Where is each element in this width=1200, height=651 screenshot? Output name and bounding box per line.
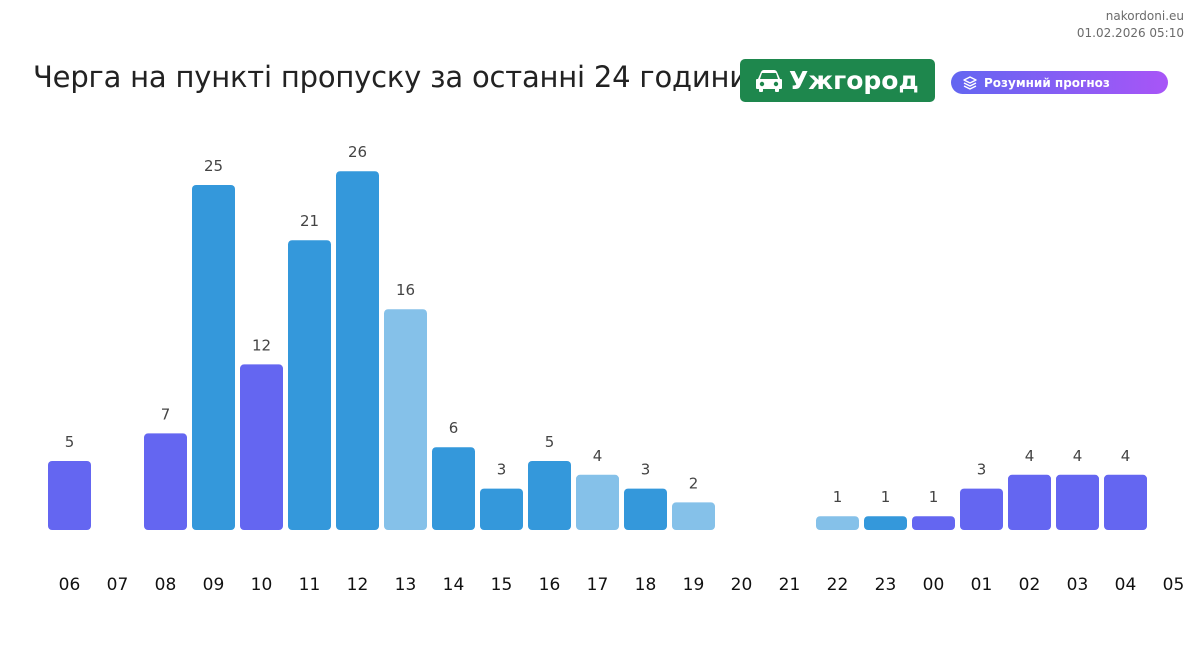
x-tick-label-01: 01 (971, 575, 993, 595)
city-name: Ужгород (789, 66, 919, 95)
bar-16 (528, 461, 571, 530)
x-tick-label-12: 12 (347, 575, 369, 595)
value-label-08: 7 (161, 405, 171, 423)
bar-15 (480, 488, 523, 530)
value-label-01: 3 (977, 461, 987, 479)
layers-icon (963, 75, 977, 90)
x-tick-label-10: 10 (251, 575, 273, 595)
value-label-17: 4 (593, 447, 603, 465)
bar-11 (288, 240, 331, 530)
value-label-22: 1 (833, 488, 843, 506)
x-tick-label-11: 11 (299, 575, 321, 595)
source-timestamp: 01.02.2026 05:10 (1076, 26, 1184, 40)
x-tick-label-16: 16 (539, 575, 561, 595)
bar-14 (432, 447, 475, 530)
page-title: Черга на пункті пропуску за останні 24 г… (33, 60, 748, 94)
x-tick-label-18: 18 (635, 575, 657, 595)
x-tick-label-03: 03 (1067, 575, 1089, 595)
value-label-23: 1 (881, 488, 891, 506)
smart-forecast-label: Розумний прогноз (984, 75, 1110, 90)
value-label-00: 1 (929, 488, 939, 506)
source-site: nakordoni.eu (1105, 9, 1184, 23)
value-label-18: 3 (641, 461, 651, 479)
bar-10 (240, 364, 283, 530)
x-tick-label-06: 06 (59, 575, 81, 595)
x-tick-label-08: 08 (155, 575, 177, 595)
value-label-04: 4 (1121, 447, 1131, 465)
smart-forecast-badge[interactable]: Розумний прогноз (951, 71, 1168, 94)
bar-23 (864, 516, 907, 530)
bar-13 (384, 309, 427, 530)
bar-08 (144, 433, 187, 530)
x-tick-label-20: 20 (731, 575, 753, 595)
x-tick-label-05: 05 (1163, 575, 1185, 595)
bar-09 (192, 185, 235, 530)
value-label-03: 4 (1073, 447, 1083, 465)
bar-12 (336, 171, 379, 530)
bar-19 (672, 502, 715, 530)
value-label-16: 5 (545, 433, 555, 451)
x-tick-label-15: 15 (491, 575, 513, 595)
car-icon (755, 69, 783, 93)
value-label-10: 12 (252, 336, 271, 354)
value-label-06: 5 (65, 433, 75, 451)
x-tick-label-23: 23 (875, 575, 897, 595)
value-label-19: 2 (689, 474, 699, 492)
value-label-14: 6 (449, 419, 459, 437)
value-label-09: 25 (204, 157, 223, 175)
bar-00 (912, 516, 955, 530)
x-tick-label-07: 07 (107, 575, 129, 595)
x-tick-label-19: 19 (683, 575, 705, 595)
value-label-13: 16 (396, 281, 415, 299)
x-tick-label-13: 13 (395, 575, 417, 595)
value-label-12: 26 (348, 143, 367, 161)
x-tick-label-21: 21 (779, 575, 801, 595)
x-tick-label-04: 04 (1115, 575, 1137, 595)
x-tick-label-02: 02 (1019, 575, 1041, 595)
bar-22 (816, 516, 859, 530)
source-info: nakordoni.eu 01.02.2026 05:10 (1077, 8, 1184, 42)
bar-18 (624, 488, 667, 530)
bar-03 (1056, 474, 1099, 530)
x-tick-label-22: 22 (827, 575, 849, 595)
city-badge: Ужгород (740, 59, 935, 102)
bar-04 (1104, 474, 1147, 530)
x-tick-label-09: 09 (203, 575, 225, 595)
bar-17 (576, 474, 619, 530)
x-tick-label-00: 00 (923, 575, 945, 595)
bar-01 (960, 488, 1003, 530)
bar-06 (48, 461, 91, 530)
x-tick-label-14: 14 (443, 575, 465, 595)
value-label-15: 3 (497, 461, 507, 479)
value-label-02: 4 (1025, 447, 1035, 465)
bar-02 (1008, 474, 1051, 530)
x-tick-label-17: 17 (587, 575, 609, 595)
value-label-11: 21 (300, 212, 319, 230)
